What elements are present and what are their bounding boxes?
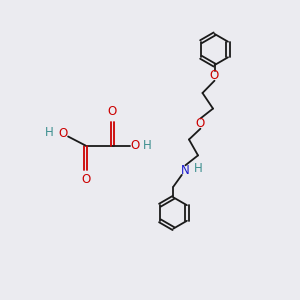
Text: H: H bbox=[45, 125, 54, 139]
Text: O: O bbox=[130, 139, 140, 152]
Text: O: O bbox=[58, 127, 68, 140]
Text: N: N bbox=[181, 164, 190, 177]
Text: H: H bbox=[194, 162, 202, 176]
Text: O: O bbox=[210, 69, 219, 82]
Text: H: H bbox=[143, 139, 152, 152]
Text: O: O bbox=[196, 117, 205, 130]
Text: O: O bbox=[81, 173, 90, 186]
Text: O: O bbox=[108, 105, 117, 118]
